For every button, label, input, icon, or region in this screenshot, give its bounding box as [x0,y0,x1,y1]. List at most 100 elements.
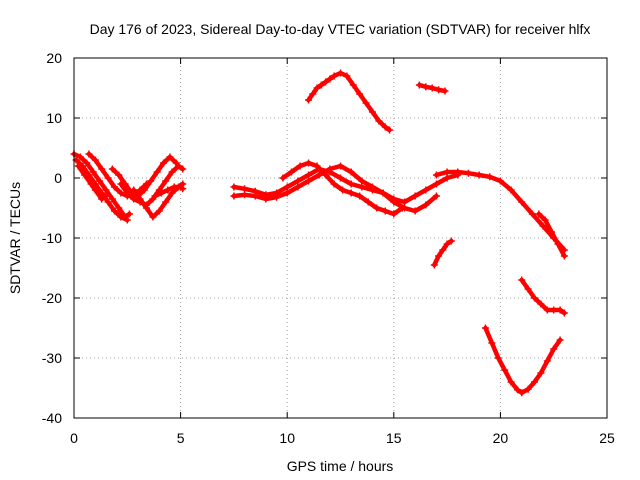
data-point [313,162,321,170]
series-track-8 [151,183,187,200]
data-point [518,389,526,397]
y-tick-label: -10 [42,230,62,246]
data-point [339,186,347,194]
data-point [162,177,170,185]
series-track-11 [279,159,406,218]
x-tick-label: 25 [599,430,615,446]
data-point [386,126,394,134]
data-point [435,252,443,260]
data-point [309,90,317,98]
data-point [481,324,489,332]
data-point [535,210,543,218]
data-point [117,213,125,221]
data-point [74,162,82,170]
data-point [168,189,176,197]
data-point [108,165,116,173]
data-point [330,180,338,188]
data-point [91,186,99,194]
data-point [422,201,430,209]
data-point [356,192,364,200]
data-point [111,207,119,215]
data-point [415,81,423,89]
data-point [347,168,355,176]
series-line [519,277,567,316]
data-point [548,228,556,236]
series-track-16 [535,210,568,260]
data-point [102,186,110,194]
series-track-10 [230,162,440,215]
data-point [430,261,438,269]
data-point [432,192,440,200]
data-point [443,174,451,182]
data-point [441,87,449,95]
y-axis-label: SDTVAR / TECUs [7,182,23,294]
data-point [162,198,170,206]
data-point [528,210,536,218]
data-point [179,185,187,193]
data-point [531,294,539,302]
data-point [104,198,112,206]
data-point [373,204,381,212]
data-point [475,171,483,179]
data-point [364,198,372,206]
x-tick-label: 0 [70,430,78,446]
data-point [543,357,551,365]
data-point [153,168,161,176]
data-point [432,180,440,188]
data-point [83,159,91,167]
data-point [518,198,526,206]
data-point [524,385,532,393]
data-point [381,123,389,131]
data-point [428,84,436,92]
y-tick-label: 10 [46,110,62,126]
data-point [87,180,95,188]
data-point [501,366,509,374]
data-point [142,204,150,212]
data-point [379,189,387,197]
data-point [262,195,270,203]
x-tick-label: 10 [279,430,295,446]
data-point [356,90,364,98]
data-point [279,174,287,182]
data-point [305,171,313,179]
data-point [326,75,334,83]
data-point [241,191,249,199]
data-point [368,108,376,116]
data-point [76,153,84,161]
data-point [347,189,355,197]
y-tick-label: 0 [54,170,62,186]
plot-border [73,57,608,419]
x-tick-label: 15 [386,430,402,446]
series-line [306,70,392,133]
data-point [400,198,408,206]
y-tick-label: -40 [42,410,62,426]
grid [74,58,607,418]
data-point [296,162,304,170]
data-point [537,300,545,308]
data-point [305,159,313,167]
data-point [294,183,302,191]
data-point [349,81,357,89]
data-point [125,210,133,218]
data-point [157,189,165,197]
data-point [89,168,97,176]
data-point [164,186,172,194]
data-point [98,195,106,203]
data-point [287,168,295,176]
data-point [123,189,131,197]
data-point [368,183,376,191]
data-point [507,378,515,386]
y-tick-label: 20 [46,50,62,66]
data-point [151,192,159,200]
data-point [317,81,325,89]
data-point [398,204,406,212]
data-point [554,240,562,248]
data-point [230,183,238,191]
data-point [337,69,344,77]
data-point [524,285,532,293]
data-point [390,210,398,218]
data-point [241,185,249,193]
data-point [411,207,419,215]
data-point [322,171,330,179]
series-track-13 [415,81,449,95]
